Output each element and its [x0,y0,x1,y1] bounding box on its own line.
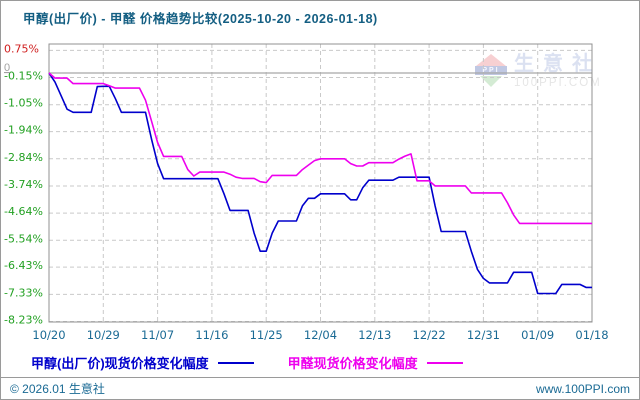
zero-axis-label: 0 [4,62,10,74]
y-axis-label: 0.75% [4,42,39,55]
x-axis-label: 12/04 [304,328,337,342]
trend-chart: 0.75% -0.15% -1.05% -1.94% -2.84% -3.74% -4.64… [4,42,609,342]
x-axis-label: 11/07 [141,328,174,342]
y-axis-label: -3.74% [4,178,43,191]
footer-bar: © 2026.01 生意社 www.100PPI.com [1,377,639,399]
chart-title: 甲醇(出厂价) - 甲醛 价格趋势比较(2025-10-20 - 2026-01… [23,12,378,26]
y-axis-label: -4.64% [4,205,43,218]
legend-label-methanol: 甲醇(出厂价)现货价格变化幅度 [31,356,209,371]
x-axis-label: 01/09 [521,328,554,342]
x-axis-label: 12/13 [358,328,391,342]
chart-legend: 甲醇(出厂价)现货价格变化幅度 甲醛现货价格变化幅度 [31,353,611,372]
plot-border [48,43,593,323]
legend-item-methanol: 甲醇(出厂价)现货价格变化幅度 [31,353,254,372]
footer-copyright: © 2026.01 生意社 [10,382,105,396]
y-axis-label: -6.43% [4,259,43,272]
x-axis-label: 11/25 [250,328,283,342]
y-axis-label: -0.15% [4,70,43,83]
x-axis-label: 12/31 [467,328,500,342]
legend-line-formaldehyde [426,361,463,364]
x-axis-label: 10/29 [87,328,120,342]
y-axis-label: -7.33% [4,286,43,299]
y-axis-label: -1.94% [4,124,43,137]
legend-line-methanol [217,361,254,364]
x-axis-label: 01/18 [575,328,608,342]
y-axis-label: -2.84% [4,151,43,164]
y-axis-label: -5.54% [4,232,43,245]
x-axis-label: 11/16 [195,328,228,342]
series-line-1 [48,72,592,225]
footer-site-link[interactable]: www.100PPI.com [535,381,630,396]
y-axis-label: -1.05% [4,97,43,110]
series-line-0 [48,72,592,295]
legend-item-formaldehyde: 甲醛现货价格变化幅度 [288,353,463,372]
y-axis-label: -8.23% [4,314,43,327]
x-axis-label: 12/22 [413,328,446,342]
x-axis-label: 10/20 [32,328,65,342]
legend-label-formaldehyde: 甲醛现货价格变化幅度 [287,356,418,371]
